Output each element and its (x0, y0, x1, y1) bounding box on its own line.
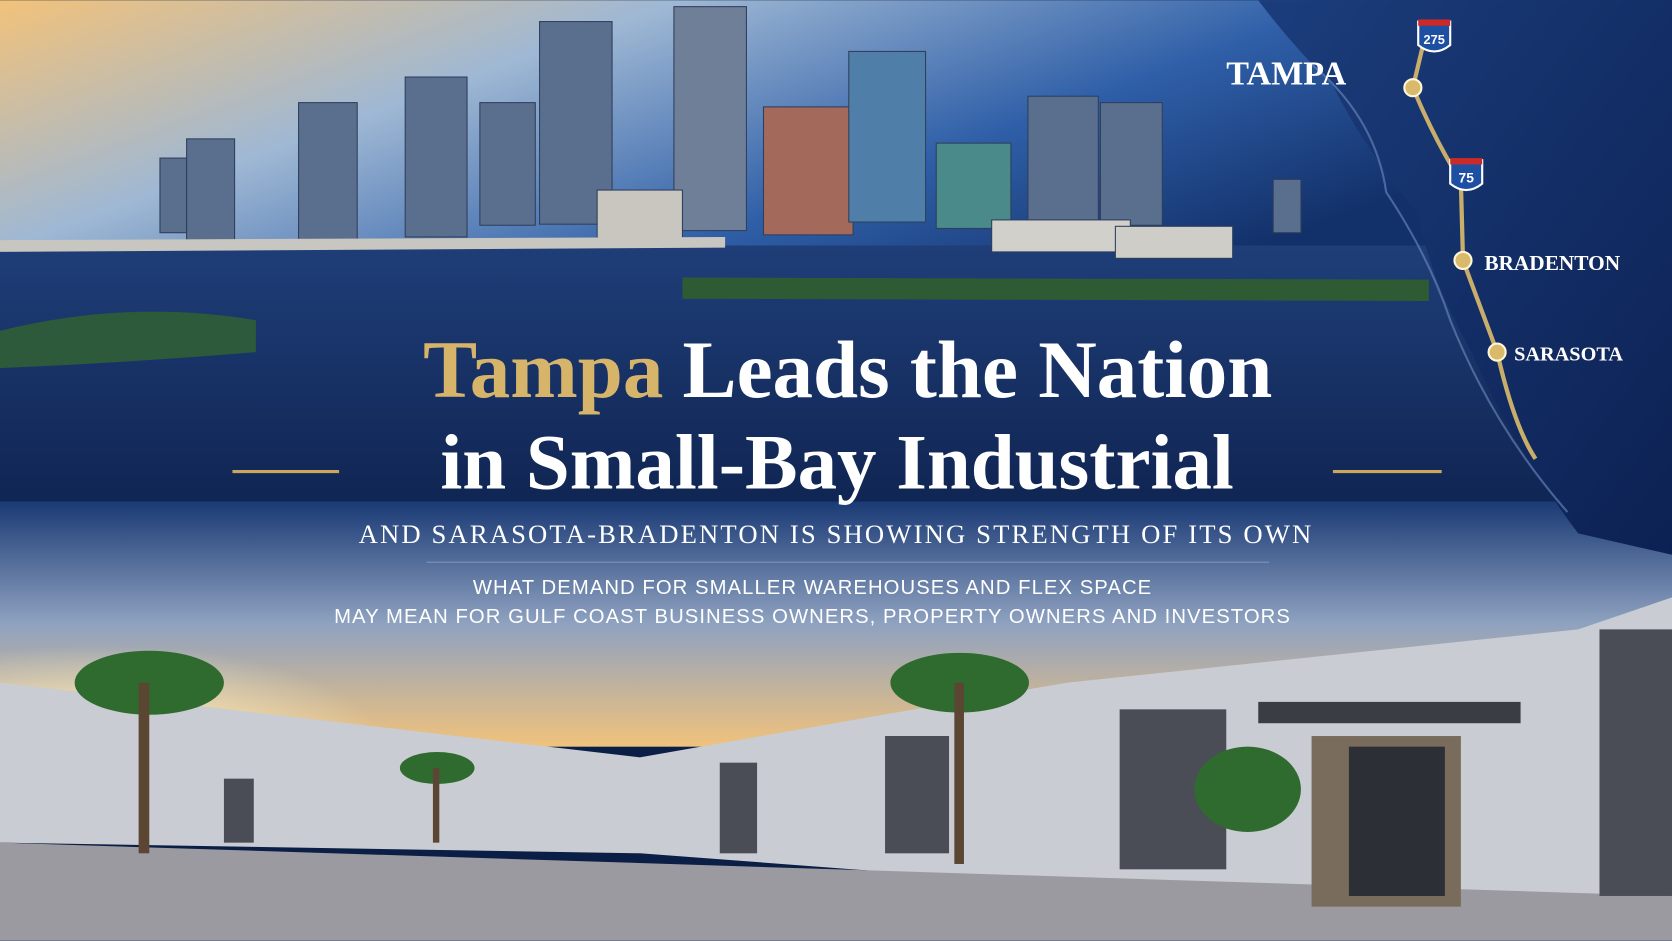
description-line: WHAT DEMAND FOR SMALLER WAREHOUSES AND F… (473, 577, 1152, 599)
map-part (1487, 342, 1507, 362)
background-scene-part-part (1114, 225, 1234, 259)
map-part (1450, 158, 1483, 165)
city-label: BRADENTON (1484, 251, 1620, 275)
highway-shield: 275 (1424, 32, 1445, 47)
map-part (1418, 19, 1451, 26)
industrial-building-part-part (223, 778, 254, 843)
industrial-building-part-part (1599, 629, 1672, 896)
city-label: TAMPA (1226, 55, 1346, 92)
description-line: MAY MEAN FOR GULF COAST BUSINESS OWNERS,… (334, 606, 1291, 628)
map-part (1417, 20, 1452, 53)
background-scene-part-part (159, 157, 188, 234)
background-scene-part-part (1272, 178, 1302, 234)
headline-text: Leads the Nation (683, 325, 1273, 415)
industrial-building (0, 597, 1672, 941)
background-scene-part (159, 6, 1302, 259)
background-scene-part-part (479, 102, 536, 226)
map-part (1310, 63, 1569, 513)
map-part (1453, 250, 1473, 271)
subtitle: AND SARASOTA-BRADENTON IS SHOWING STRENG… (359, 519, 1314, 549)
background-scene-part-part (186, 138, 236, 247)
map-part (1449, 159, 1484, 192)
industrial-building-part-part (719, 762, 758, 854)
city-label: SARASOTA (1514, 344, 1623, 366)
background-scene-part-part (404, 76, 468, 238)
industrial-building-part-part (138, 682, 150, 854)
background-scene-part (0, 311, 256, 369)
industrial-building-part (1258, 701, 1521, 724)
map-part (1410, 42, 1538, 460)
industrial-building-part-part (954, 682, 964, 864)
background-scene-part-part (848, 50, 927, 223)
background-scene-part-part (1099, 102, 1163, 226)
map: 275 75 TAMPA BRADENTON SARASOTA (1226, 0, 1672, 555)
headline: Tampa Leads the Nation in Small-Bay Indus… (232, 325, 1442, 628)
headline-line2: in Small-Bay Industrial (440, 420, 1234, 507)
background-scene-part-part (935, 142, 1012, 229)
headline-highlight: Tampa (423, 325, 663, 415)
background-scene-part-part (762, 106, 854, 236)
background-scene-part-part (991, 219, 1131, 253)
industrial-building-part (1348, 746, 1445, 896)
background-scene-part-part (298, 102, 358, 242)
background-scene-part (0, 236, 726, 252)
industrial-building-part-part (885, 736, 950, 854)
industrial-building-part-part (432, 768, 440, 843)
background-scene-part-part (1027, 95, 1099, 225)
map-part (1258, 0, 1672, 555)
background-scene-part (682, 277, 1429, 301)
background-scene-part-part (596, 189, 683, 239)
highway-shield: 75 (1458, 170, 1474, 186)
map-part (1403, 78, 1423, 98)
headline-line1: Tampa Leads the Nation (423, 325, 1272, 415)
industrial-building-part-part (1194, 746, 1301, 832)
industrial-building-part (223, 629, 1672, 896)
background-scene-part-part (673, 6, 747, 232)
industrial-building-part (74, 650, 1301, 864)
industrial-building-part (0, 842, 1672, 941)
